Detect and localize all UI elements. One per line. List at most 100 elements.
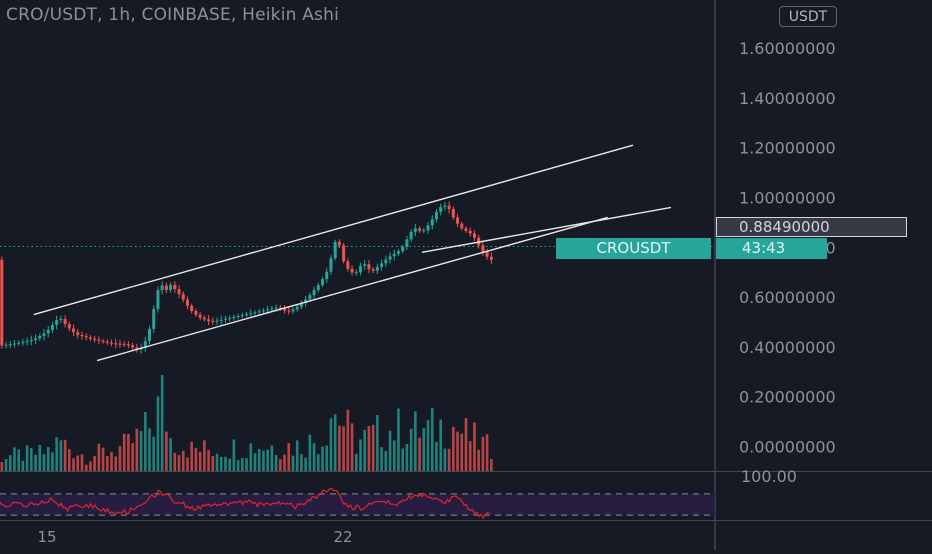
- volume-bar: [405, 444, 409, 471]
- volume-bar: [388, 430, 392, 471]
- volume-bar: [241, 458, 244, 471]
- candle-body: [371, 269, 375, 271]
- volume-bar: [72, 458, 75, 471]
- last-price-label: 0.88490000: [716, 217, 907, 237]
- candle-body: [270, 308, 274, 310]
- volume-bar: [114, 456, 118, 471]
- volume-bar: [397, 408, 400, 471]
- volume-bar: [219, 456, 223, 471]
- candle-body: [80, 334, 84, 337]
- volume-bar: [329, 418, 333, 471]
- volume-bar: [228, 458, 231, 471]
- candle-body: [59, 319, 63, 321]
- candle-body: [228, 317, 232, 319]
- currency-badge[interactable]: USDT: [779, 6, 837, 27]
- candle-body: [396, 251, 400, 254]
- volume-bar: [392, 440, 396, 471]
- candle-body: [143, 341, 147, 348]
- candle-body: [63, 319, 67, 324]
- candle-body: [46, 329, 50, 334]
- volume-bar: [122, 433, 126, 471]
- candle-body: [278, 307, 282, 309]
- candles: [0, 201, 493, 354]
- candle-body: [219, 319, 223, 321]
- rsi-tick-label: 100.00: [741, 467, 797, 486]
- volume-bar: [160, 375, 164, 471]
- volume-bar: [452, 426, 455, 471]
- volume-bar: [262, 450, 265, 471]
- candle-body: [430, 219, 434, 226]
- countdown-label: 43:43: [716, 238, 827, 259]
- volume-bar: [110, 452, 113, 471]
- candle-body: [101, 340, 105, 342]
- candle-body: [97, 339, 101, 341]
- price-axis: 0.00000000 0.20000000 0.40000000 0.60000000…: [739, 39, 836, 486]
- volume-bar: [190, 441, 193, 471]
- candle-body: [126, 344, 130, 346]
- candle-body: [131, 345, 135, 348]
- candle-body: [337, 241, 341, 246]
- candle-body: [12, 343, 16, 345]
- volume-bar: [304, 457, 307, 471]
- volume-bar: [194, 448, 198, 471]
- candle-body: [287, 310, 291, 312]
- candle-body: [34, 338, 38, 340]
- volume-bar: [279, 459, 282, 471]
- candle-body: [0, 259, 4, 346]
- candle-body: [84, 336, 88, 338]
- candle-body: [110, 342, 114, 344]
- volume-bar: [430, 407, 434, 471]
- volume-bar: [80, 454, 84, 471]
- candle-body: [489, 256, 493, 260]
- candle-body: [114, 343, 118, 345]
- candle-body: [76, 332, 80, 335]
- volume-bar: [25, 445, 29, 471]
- volume-bar: [460, 433, 464, 471]
- channel-middle-line: [421, 206, 672, 253]
- volume-bar: [464, 418, 468, 471]
- volume-bar: [270, 445, 274, 471]
- candle-body: [333, 241, 337, 259]
- candle-body: [164, 285, 168, 291]
- candle-body: [122, 343, 126, 345]
- candle-body: [245, 314, 249, 316]
- candle-body: [434, 211, 438, 220]
- candle-body: [72, 328, 76, 333]
- time-axis: 15 22: [37, 528, 352, 546]
- candle-body: [413, 228, 417, 232]
- symbol-label: CROUSDT: [556, 238, 711, 259]
- candle-body: [274, 307, 278, 309]
- candle-body: [249, 313, 253, 315]
- candle-body: [118, 343, 122, 345]
- candle-body: [29, 339, 33, 341]
- volume-bar: [443, 448, 447, 471]
- candle-body: [38, 335, 42, 339]
- volume-bar: [118, 445, 122, 471]
- volume-bar: [485, 434, 489, 471]
- candle-body: [409, 231, 413, 240]
- candle-body: [283, 308, 287, 311]
- y-tick-label: 1.40000000: [739, 89, 836, 108]
- volume-bar: [42, 454, 46, 471]
- y-tick-label: 1.60000000: [739, 39, 836, 58]
- volume-bar: [371, 424, 375, 471]
- volume-bar: [84, 464, 88, 471]
- volume-bar: [97, 443, 101, 471]
- candle-body: [456, 217, 460, 224]
- volume-bar: [101, 447, 105, 471]
- candle-body: [50, 324, 54, 330]
- volume-bar: [418, 437, 421, 471]
- volume-bar: [215, 453, 219, 471]
- volume-bar: [17, 449, 20, 471]
- candle-body: [447, 205, 451, 209]
- candle-body: [354, 272, 358, 274]
- volume-bar: [481, 436, 485, 471]
- volume-bar: [354, 453, 358, 471]
- candle-body: [21, 341, 25, 343]
- candle-body: [42, 333, 46, 336]
- volume-bar: [30, 448, 33, 471]
- channel-lower-line: [96, 216, 608, 362]
- candle-body: [405, 239, 409, 247]
